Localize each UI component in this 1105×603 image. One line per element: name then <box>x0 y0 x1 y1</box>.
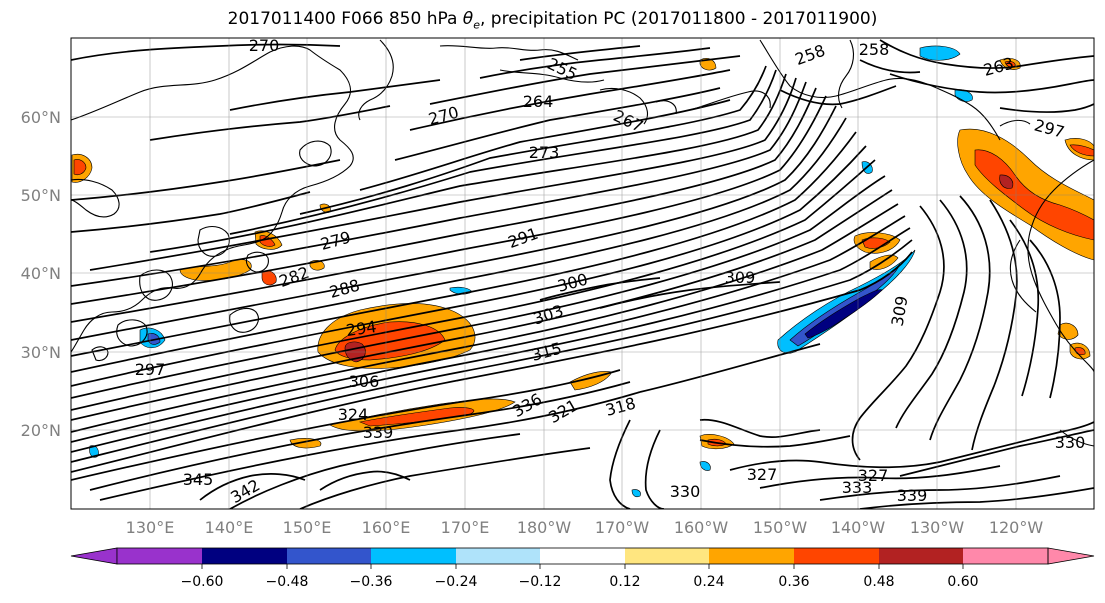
contour-label: 345 <box>183 470 214 489</box>
colorbar-bin <box>963 548 1048 564</box>
title-theta: θ <box>462 9 474 29</box>
lon-label: 150°W <box>753 518 808 537</box>
contour-label: 258 <box>859 40 890 59</box>
colorbar-ticks <box>201 564 964 569</box>
lat-label: 60°N <box>21 108 61 127</box>
title-suffix: , precipitation PC (2017011800 - 2017011… <box>479 9 878 29</box>
lat-label: 30°N <box>21 343 61 362</box>
lat-label: 20°N <box>21 421 61 440</box>
contour-label: 327 <box>747 465 778 484</box>
contour-label: 309 <box>725 268 756 287</box>
contour-label: 330 <box>1055 433 1086 452</box>
colorbar-tick-label: −0.24 <box>435 574 478 590</box>
colorbar-tick-label: 0.60 <box>947 574 978 590</box>
colorbar-bin <box>117 548 202 564</box>
colorbar-bin <box>456 548 540 564</box>
colorbar-tick-label: 0.12 <box>609 574 640 590</box>
colorbar-bin <box>540 548 625 564</box>
lon-label: 160°E <box>362 518 411 537</box>
contour-label: 327 <box>858 466 889 485</box>
theta-e-contours <box>71 39 1094 509</box>
contour-label: 333 <box>842 478 873 497</box>
lon-label: 170°E <box>441 518 490 537</box>
colorbar-bin <box>371 548 456 564</box>
lon-label: 140°E <box>205 518 254 537</box>
colorbar-outline <box>116 547 1049 565</box>
colorbar: −0.60 −0.48 −0.36 −0.24 −0.12 0.12 0.24 … <box>70 547 1095 590</box>
colorbar-bin <box>287 548 371 564</box>
title-theta-subscript: e <box>473 18 480 32</box>
colorbar-tick-label: 0.48 <box>863 574 894 590</box>
colorbar-extend-high <box>1047 547 1095 565</box>
colorbar-tick-label: −0.48 <box>266 574 309 590</box>
lon-label: 140°W <box>831 518 886 537</box>
title-prefix: 2017011400 F066 850 hPa <box>227 9 463 29</box>
latitude-labels: 60°N 50°N 40°N 30°N 20°N <box>21 108 61 440</box>
negative-precip-shading <box>89 45 973 498</box>
lon-label: 130°W <box>910 518 965 537</box>
colorbar-bin <box>202 548 287 564</box>
colorbar-bin <box>625 548 709 564</box>
lon-label: 170°W <box>595 518 650 537</box>
colorbar-bin <box>794 548 879 564</box>
contour-label: 264 <box>523 92 554 111</box>
colorbar-tick-label: −0.12 <box>519 574 562 590</box>
gridlines <box>71 38 1094 509</box>
contour-label: 270 <box>249 36 280 55</box>
colorbar-tick-label: −0.36 <box>350 574 393 590</box>
map-frame <box>70 37 1095 510</box>
contour-label: 324 <box>338 405 369 424</box>
lon-label: 150°E <box>283 518 332 537</box>
colorbar-tick-label: 0.24 <box>693 574 724 590</box>
colorbar-bin <box>879 548 963 564</box>
colorbar-tick-label: 0.36 <box>778 574 809 590</box>
colorbar-tick-label: −0.60 <box>181 574 224 590</box>
lat-label: 40°N <box>21 264 61 283</box>
longitude-labels: 130°E 140°E 150°E 160°E 170°E 180°W 170°… <box>126 518 1044 537</box>
contour-label: 306 <box>349 372 380 391</box>
lon-label: 130°E <box>126 518 175 537</box>
contour-label: 339 <box>363 423 394 442</box>
lon-label: 120°W <box>989 518 1044 537</box>
colorbar-bin <box>709 548 794 564</box>
contour-label: 339 <box>897 486 928 505</box>
lat-label: 50°N <box>21 186 61 205</box>
map-plot-area: 270 258 255 264 267 270 273 279 282 288 … <box>71 36 1094 509</box>
map-title: 2017011400 F066 850 hPa θe, precipitatio… <box>0 9 1105 31</box>
contour-label: 330 <box>670 482 701 501</box>
contour-label: 294 <box>345 317 378 340</box>
lon-label: 180°W <box>517 518 572 537</box>
colorbar-extend-low <box>70 547 118 565</box>
lon-label: 160°W <box>674 518 729 537</box>
